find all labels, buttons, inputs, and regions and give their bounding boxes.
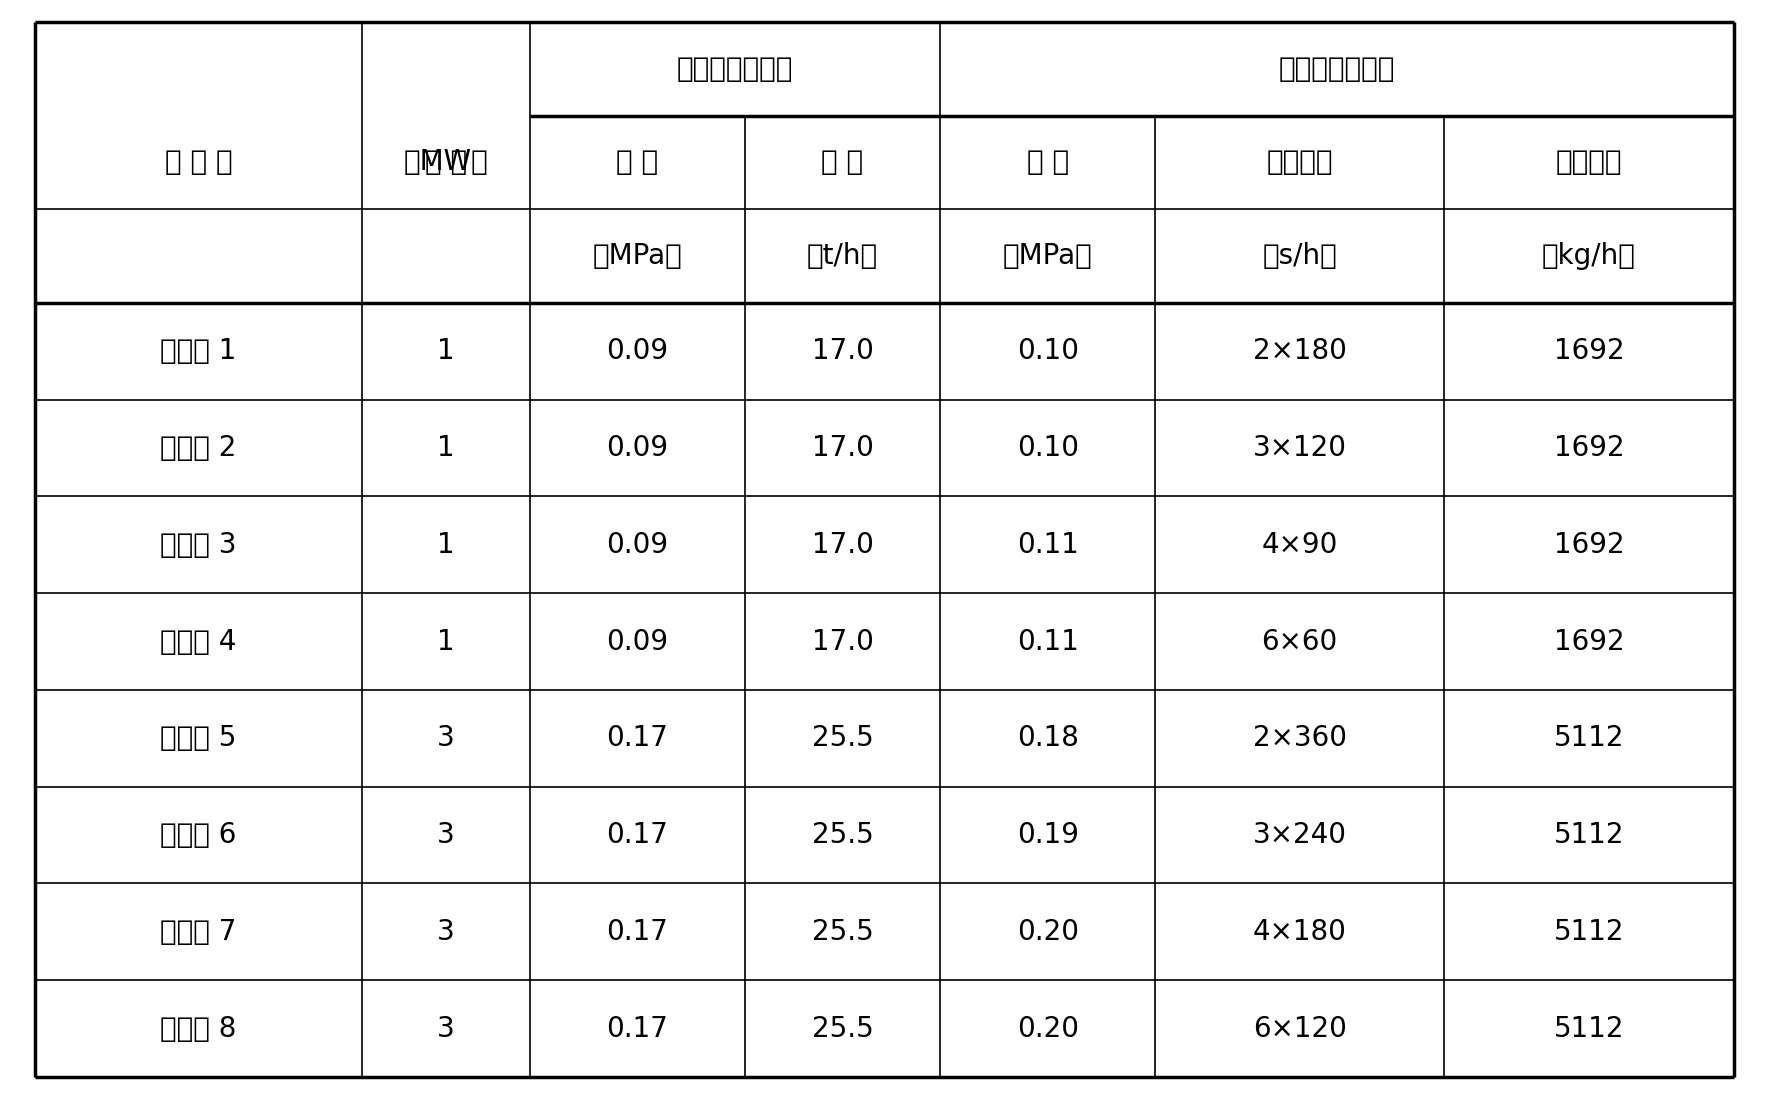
Text: 1692: 1692	[1553, 337, 1624, 365]
Text: 0.09: 0.09	[607, 434, 669, 462]
Text: 17.0: 17.0	[812, 337, 874, 365]
Text: （MPa）: （MPa）	[1003, 242, 1093, 270]
Text: （MW）: （MW）	[403, 148, 488, 177]
Text: 实施例 7: 实施例 7	[161, 918, 237, 946]
Text: 1: 1	[437, 628, 455, 656]
Text: 0.11: 0.11	[1017, 531, 1079, 558]
Text: 工质：纯水蒸汽: 工质：纯水蒸汽	[1279, 55, 1396, 82]
Text: 0.17: 0.17	[607, 1014, 669, 1043]
Text: 17.0: 17.0	[812, 628, 874, 656]
Text: 消耗用量: 消耗用量	[1555, 148, 1622, 177]
Text: 3: 3	[437, 821, 455, 850]
Text: 25.5: 25.5	[812, 1014, 874, 1043]
Text: （s/h）: （s/h）	[1263, 242, 1337, 270]
Text: 0.18: 0.18	[1017, 724, 1079, 753]
Text: 实施例 8: 实施例 8	[161, 1014, 237, 1043]
Text: 0.20: 0.20	[1017, 1014, 1079, 1043]
Text: 2×180: 2×180	[1252, 337, 1346, 365]
Text: 压 力: 压 力	[616, 148, 658, 177]
Text: 实施例 2: 实施例 2	[161, 434, 237, 462]
Text: 0.17: 0.17	[607, 724, 669, 753]
Text: 实施例 6: 实施例 6	[161, 821, 237, 850]
Text: 持续时间: 持续时间	[1267, 148, 1334, 177]
Text: 5112: 5112	[1553, 1014, 1624, 1043]
Text: 0.09: 0.09	[607, 531, 669, 558]
Text: 0.09: 0.09	[607, 628, 669, 656]
Text: 0.17: 0.17	[607, 821, 669, 850]
Text: 功 率: 功 率	[425, 148, 467, 177]
Text: 4×90: 4×90	[1261, 531, 1337, 558]
Text: 25.5: 25.5	[812, 918, 874, 946]
Text: 2×360: 2×360	[1252, 724, 1346, 753]
Text: 17.0: 17.0	[812, 434, 874, 462]
Text: 0.19: 0.19	[1017, 821, 1079, 850]
Text: 实施例 5: 实施例 5	[161, 724, 237, 753]
Text: 实施例 4: 实施例 4	[161, 628, 237, 656]
Text: 实施例 1: 实施例 1	[161, 337, 237, 365]
Text: 0.10: 0.10	[1017, 434, 1079, 462]
Text: 0.09: 0.09	[607, 337, 669, 365]
Text: 3×120: 3×120	[1252, 434, 1346, 462]
Text: 汽 量: 汽 量	[821, 148, 863, 177]
Text: （MPa）: （MPa）	[593, 242, 683, 270]
Text: 6×60: 6×60	[1261, 628, 1337, 656]
Text: 0.17: 0.17	[607, 918, 669, 946]
Text: 实施例 3: 实施例 3	[161, 531, 237, 558]
Text: 0.20: 0.20	[1017, 918, 1079, 946]
Text: 3: 3	[437, 724, 455, 753]
Text: 3: 3	[437, 918, 455, 946]
Text: 0.11: 0.11	[1017, 628, 1079, 656]
Text: 17.0: 17.0	[812, 531, 874, 558]
Text: 4×180: 4×180	[1252, 918, 1346, 946]
Text: 工质：地热蒸汽: 工质：地热蒸汽	[678, 55, 793, 82]
Text: 1692: 1692	[1553, 628, 1624, 656]
Text: 压 力: 压 力	[1026, 148, 1068, 177]
Text: 1692: 1692	[1553, 531, 1624, 558]
Text: 25.5: 25.5	[812, 821, 874, 850]
Text: 5112: 5112	[1553, 918, 1624, 946]
Text: 5112: 5112	[1553, 724, 1624, 753]
Text: 1: 1	[437, 434, 455, 462]
Text: （kg/h）: （kg/h）	[1543, 242, 1636, 270]
Text: 0.10: 0.10	[1017, 337, 1079, 365]
Text: （t/h）: （t/h）	[807, 242, 877, 270]
Text: 3×240: 3×240	[1252, 821, 1346, 850]
Text: 1: 1	[437, 337, 455, 365]
Text: 6×120: 6×120	[1252, 1014, 1346, 1043]
Text: 1: 1	[437, 531, 455, 558]
Text: 5112: 5112	[1553, 821, 1624, 850]
Text: 实 施 例: 实 施 例	[165, 148, 232, 177]
Text: 25.5: 25.5	[812, 724, 874, 753]
Text: 3: 3	[437, 1014, 455, 1043]
Text: 1692: 1692	[1553, 434, 1624, 462]
